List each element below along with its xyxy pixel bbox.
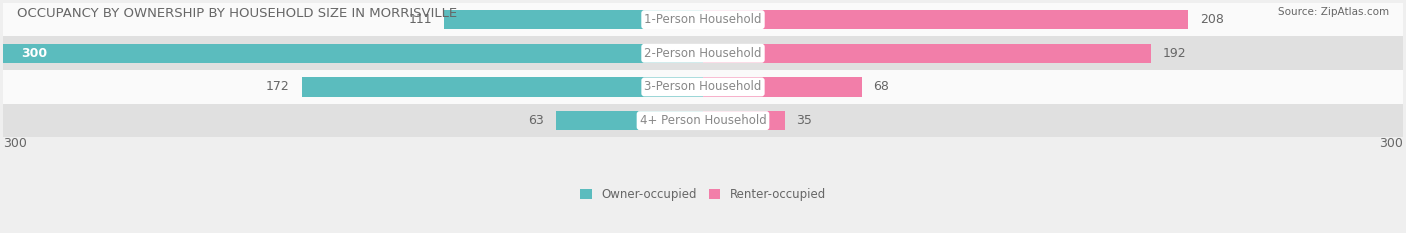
Text: 300: 300	[1379, 137, 1403, 151]
Text: 300: 300	[3, 137, 27, 151]
Text: 1-Person Household: 1-Person Household	[644, 13, 762, 26]
Text: 4+ Person Household: 4+ Person Household	[640, 114, 766, 127]
Legend: Owner-occupied, Renter-occupied: Owner-occupied, Renter-occupied	[575, 183, 831, 206]
Text: 111: 111	[409, 13, 432, 26]
Text: 300: 300	[21, 47, 48, 60]
Bar	[703, 10, 1188, 29]
Text: 3-Person Household: 3-Person Household	[644, 80, 762, 93]
Bar	[703, 77, 862, 97]
Text: Source: ZipAtlas.com: Source: ZipAtlas.com	[1278, 7, 1389, 17]
Text: 2-Person Household: 2-Person Household	[644, 47, 762, 60]
Bar	[3, 104, 1403, 137]
Bar	[3, 3, 1403, 36]
Text: 35: 35	[796, 114, 813, 127]
Text: 208: 208	[1201, 13, 1225, 26]
Text: 192: 192	[1163, 47, 1187, 60]
Text: 172: 172	[266, 80, 290, 93]
Bar	[301, 77, 703, 97]
Bar	[555, 111, 703, 130]
Bar	[3, 70, 1403, 104]
Bar	[703, 44, 1152, 63]
Bar	[703, 111, 785, 130]
Bar	[444, 10, 703, 29]
Text: OCCUPANCY BY OWNERSHIP BY HOUSEHOLD SIZE IN MORRISVILLE: OCCUPANCY BY OWNERSHIP BY HOUSEHOLD SIZE…	[17, 7, 457, 20]
Bar	[3, 36, 1403, 70]
Bar	[3, 44, 703, 63]
Text: 63: 63	[529, 114, 544, 127]
Text: 68: 68	[873, 80, 889, 93]
